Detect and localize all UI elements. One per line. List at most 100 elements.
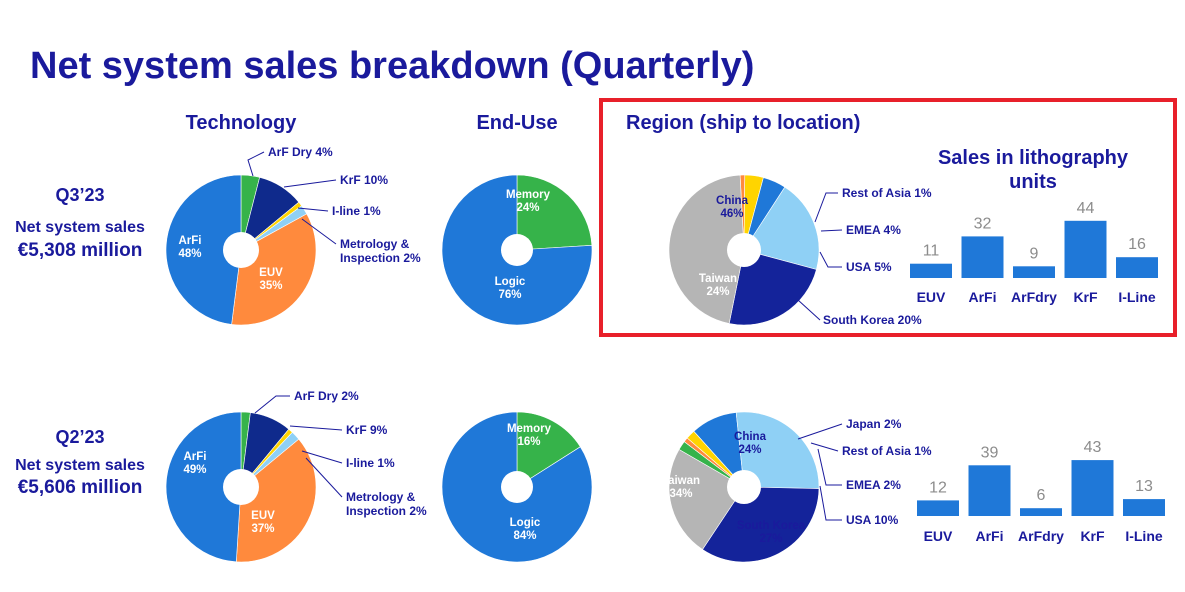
title-line: units [1009, 171, 1057, 193]
pie-slice-euv [235, 438, 317, 563]
pie-slice-china [668, 174, 745, 324]
bar-chart-q3-23: Sales in lithography units 11 EUV 32 ArFi 9 ArF… [910, 147, 1158, 305]
bar-value-i-line: 13 [1135, 478, 1153, 495]
slice-label-krf: KrF 9% [346, 423, 388, 437]
slice-label-south-korea: South Korea 20% [823, 313, 922, 327]
pie-slice-logic [441, 174, 593, 326]
bar-category-euv: EUV [924, 528, 953, 544]
label-line: 37% [251, 523, 274, 535]
leader-line [247, 151, 265, 177]
slice-label-logic: Logic 76% [495, 276, 526, 301]
slice-label-emea: EMEA 2% [846, 478, 901, 492]
bar-value-krf: 44 [1077, 200, 1095, 217]
label-line: USA 10% [846, 513, 899, 527]
slice-label-euv: EUV 37% [251, 510, 275, 535]
slice-label-memory: Memory 16% [507, 423, 552, 448]
pie-center-hole [501, 234, 533, 266]
leader-line [817, 448, 842, 486]
slice-label-emea: EMEA 4% [846, 223, 901, 237]
label-line: 46% [720, 208, 743, 220]
pie-center-hole [501, 471, 533, 503]
pie-slice-south-korea [735, 411, 820, 489]
leader-line [305, 457, 343, 498]
label-line: 48% [178, 248, 201, 260]
pie-slice-memory [516, 411, 581, 488]
bar-i-line [1123, 499, 1165, 516]
pie-center-hole [727, 470, 761, 504]
bar-category-arfdry: ArFdry [1011, 289, 1057, 305]
pie-slice-memory [516, 174, 593, 251]
bar-krf [1071, 460, 1114, 516]
leader-line [289, 425, 343, 431]
leader-line [814, 192, 838, 223]
slice-label-rest-of-asia: Rest of Asia 1% [842, 444, 932, 458]
slice-label-south-korea: South Korea 27% [737, 520, 806, 545]
label-line: 76% [498, 289, 521, 301]
pie-slice-arfi [165, 411, 242, 563]
leader-line [819, 251, 842, 268]
slice-label-rest-of-asia: Rest of Asia 1% [842, 186, 932, 200]
q3-label: Q3’23 [55, 185, 104, 205]
slice-label-japan: Japan 2% [846, 417, 902, 431]
slice-label-arfi: ArFi 48% [178, 235, 201, 260]
pie-chart-q3-23-end-use: Memory 24% Logic 76% [441, 174, 593, 326]
label-line: Metrology & [340, 237, 410, 251]
q3-amount: €5,308 million [18, 240, 143, 261]
slice-label-usa: USA 5% [846, 260, 892, 274]
q2-label: Q2’23 [55, 427, 104, 447]
leader-line [301, 218, 337, 245]
bar-value-arfdry: 6 [1037, 487, 1046, 504]
bar-arfdry [1020, 508, 1062, 516]
q2-subtitle: Net system sales [15, 457, 145, 474]
label-line: Memory [506, 189, 551, 201]
label-line: China [734, 431, 767, 443]
leader-line [797, 423, 843, 440]
bar-chart-q2-23: 12 EUV 39 ArFi 6 ArFdry 43 KrF 13 I-Line [917, 439, 1165, 544]
q2-amount: €5,606 million [18, 477, 143, 498]
title-line: Sales in lithography [938, 147, 1129, 169]
bar-chart-title: Sales in lithography units [938, 147, 1129, 193]
slice-label-arfi: ArFi 49% [183, 451, 206, 476]
label-line: Rest of Asia 1% [842, 186, 932, 200]
label-line: China [716, 195, 749, 207]
label-line: I-line 1% [332, 204, 381, 218]
slice-label-i-line: I-line 1% [332, 204, 381, 218]
bar-arfi [968, 465, 1011, 516]
label-line: 27% [759, 533, 782, 545]
leader-line [254, 395, 290, 414]
charts-layer: ArF Dry 4%KrF 10%I-line 1%Metrology & Ins… [165, 145, 1165, 563]
pie-slice-taiwan [728, 249, 817, 326]
bar-category-arfdry: ArFdry [1018, 528, 1064, 544]
bar-category-i-line: I-Line [1118, 289, 1156, 305]
slice-label-arf-dry: ArF Dry 4% [268, 145, 333, 159]
label-line: ArF Dry 2% [294, 389, 359, 403]
leader-line [301, 450, 343, 464]
label-line: Metrology & [346, 490, 416, 504]
bar-value-euv: 11 [923, 243, 940, 260]
label-line: I-line 1% [346, 456, 395, 470]
bar-category-arfi: ArFi [969, 289, 997, 305]
bar-arfi [961, 236, 1004, 278]
label-line: 34% [669, 488, 692, 500]
label-line: 49% [183, 464, 206, 476]
label-line: 16% [517, 436, 540, 448]
label-line: Logic [510, 517, 541, 529]
bar-category-krf: KrF [1080, 528, 1105, 544]
label-line: KrF 10% [340, 173, 388, 187]
leader-line [297, 207, 329, 212]
leader-line [283, 179, 337, 188]
label-line: EUV [259, 267, 283, 279]
pie-chart-q2-23-region-ship-to-location: Japan 2% Rest of Asia 1% EMEA 2% USA 10% Sou… [662, 411, 932, 563]
bar-value-krf: 43 [1084, 439, 1102, 456]
pie-slice-arfi [165, 174, 242, 325]
slice-label-taiwan: Taiwan 24% [699, 273, 737, 298]
pie-slice-euv [231, 213, 317, 326]
label-line: KrF 9% [346, 423, 388, 437]
label-line: EUV [251, 510, 275, 522]
pie-chart-q2-23-technology: ArF Dry 2% KrF 9% I-line 1% Metrology & Insp… [165, 389, 427, 563]
bar-value-i-line: 16 [1128, 236, 1146, 253]
label-line: Rest of Asia 1% [842, 444, 932, 458]
slice-label-memory: Memory 24% [506, 189, 551, 214]
leader-line [820, 229, 843, 232]
pie-chart-q3-23-technology: ArF Dry 4% KrF 10% I-line 1% Metrology & Ins… [165, 145, 421, 326]
